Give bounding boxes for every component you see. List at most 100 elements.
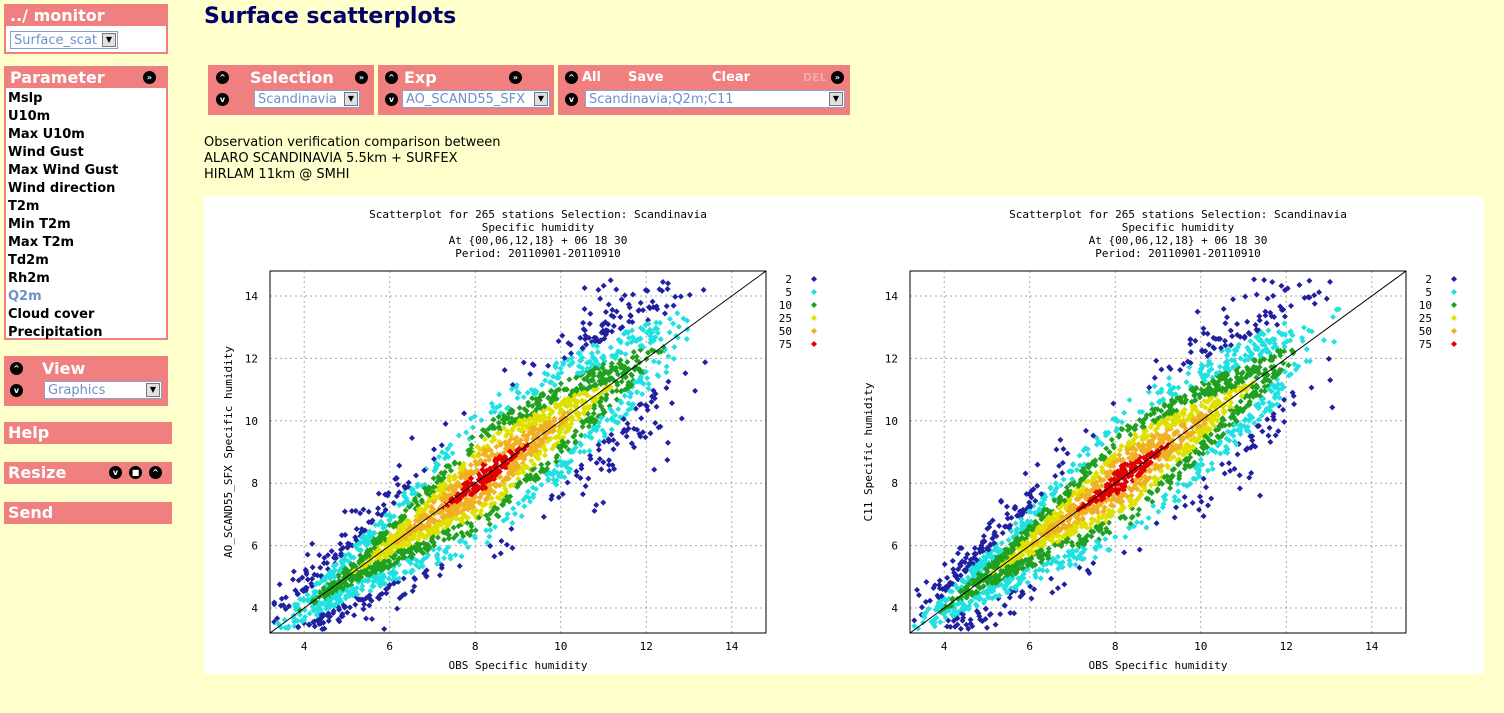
exp-select[interactable]: AO_SCAND55_SFX ▼ bbox=[402, 90, 550, 108]
scatter-point bbox=[408, 544, 415, 551]
scatter-point bbox=[380, 562, 387, 569]
scatter-point bbox=[493, 511, 500, 518]
parameter-item-td2m[interactable]: Td2m bbox=[8, 253, 49, 268]
monitor-header[interactable]: ../ monitor bbox=[6, 6, 166, 26]
scatter-point bbox=[657, 336, 664, 343]
parameter-item-cloud-cover[interactable]: Cloud cover bbox=[8, 307, 95, 322]
chevron-down-icon[interactable]: ▼ bbox=[534, 92, 548, 106]
scatter-point bbox=[411, 533, 418, 540]
parameter-item-wind-gust[interactable]: Wind Gust bbox=[8, 145, 84, 160]
chevron-down-icon[interactable]: ▼ bbox=[829, 92, 843, 106]
selection-select[interactable]: Scandinavia ▼ bbox=[254, 90, 360, 108]
scatter-point bbox=[1055, 565, 1062, 572]
up-icon[interactable]: ^ bbox=[10, 362, 23, 375]
up-icon[interactable]: ^ bbox=[385, 71, 398, 84]
scatter-point bbox=[564, 479, 571, 486]
parameter-item-q2m[interactable]: Q2m bbox=[8, 289, 42, 304]
description-line: HIRLAM 11km @ SMHI bbox=[204, 167, 350, 182]
scatter-point bbox=[469, 434, 476, 441]
expand-icon[interactable]: » bbox=[509, 71, 522, 84]
all-button[interactable]: All bbox=[582, 70, 601, 85]
parameter-item-max-wind-gust[interactable]: Max Wind Gust bbox=[8, 163, 119, 178]
scatter-point bbox=[1104, 511, 1111, 518]
chevron-down-icon[interactable]: ▼ bbox=[102, 33, 116, 47]
down-icon[interactable]: v bbox=[10, 384, 23, 397]
scatter-point bbox=[528, 457, 535, 464]
scatter-point bbox=[1080, 447, 1087, 454]
scatter-point bbox=[538, 461, 545, 468]
scatter-point bbox=[1005, 588, 1012, 595]
scatter-point bbox=[521, 503, 528, 510]
scatter-point bbox=[413, 561, 420, 568]
expand-icon[interactable]: » bbox=[831, 71, 844, 84]
chevron-down-icon[interactable]: ▼ bbox=[344, 92, 358, 106]
down-icon[interactable]: v bbox=[216, 93, 229, 106]
monitor-select[interactable]: Surface_scat ▼ bbox=[10, 31, 118, 49]
scatter-point bbox=[1123, 443, 1130, 450]
scatter-point bbox=[1006, 594, 1013, 601]
scatter-point bbox=[366, 592, 373, 599]
expand-icon[interactable]: » bbox=[355, 71, 368, 84]
up-icon[interactable]: ^ bbox=[216, 71, 229, 84]
scatter-point bbox=[1217, 335, 1224, 342]
scatter-point bbox=[1088, 515, 1095, 522]
scatter-point bbox=[1261, 388, 1268, 395]
scatter-point bbox=[1138, 447, 1145, 454]
scatter-point bbox=[617, 325, 624, 332]
plot-title-line: Scatterplot for 265 stations Selection: … bbox=[369, 208, 707, 221]
scatter-point bbox=[1076, 452, 1083, 459]
scatter-point bbox=[396, 489, 403, 496]
scatter-point bbox=[401, 547, 408, 554]
parameter-item-min-t2m[interactable]: Min T2m bbox=[8, 217, 71, 232]
scatter-point bbox=[983, 588, 990, 595]
parameter-panel: Parameter » Mslp U10m Max U10m Wind Gust Max… bbox=[4, 66, 168, 340]
up-icon[interactable]: ^ bbox=[565, 71, 578, 84]
clear-button[interactable]: Clear bbox=[712, 70, 750, 85]
scatter-point bbox=[1131, 431, 1138, 438]
scatter-point bbox=[545, 362, 552, 369]
scatter-point bbox=[311, 607, 318, 614]
scatter-point bbox=[516, 404, 523, 411]
scatter-point bbox=[618, 378, 625, 385]
description-line: ALARO SCANDINAVIA 5.5km + SURFEX bbox=[204, 151, 458, 166]
scatter-point bbox=[292, 604, 299, 611]
scatter-point bbox=[324, 552, 331, 559]
parameter-item-rh2m[interactable]: Rh2m bbox=[8, 271, 50, 286]
parameter-item-mslp[interactable]: Mslp bbox=[8, 91, 43, 106]
down-icon[interactable]: v bbox=[565, 93, 578, 106]
down-icon[interactable]: v bbox=[385, 93, 398, 106]
chevron-down-icon[interactable]: ▼ bbox=[146, 383, 160, 397]
scatter-point bbox=[1094, 483, 1101, 490]
scatter-point bbox=[552, 364, 559, 371]
scatter-point bbox=[1211, 404, 1218, 411]
help-button[interactable]: Help bbox=[4, 422, 172, 444]
scatter-point bbox=[423, 567, 430, 574]
scatter-point bbox=[654, 329, 661, 336]
scatter-point bbox=[335, 616, 342, 623]
parameter-item-max-u10m[interactable]: Max U10m bbox=[8, 127, 85, 142]
parameter-item-max-t2m[interactable]: Max T2m bbox=[8, 235, 75, 250]
scatter-point bbox=[578, 432, 585, 439]
reset-icon[interactable]: ■ bbox=[129, 466, 142, 479]
view-select[interactable]: Graphics ▼ bbox=[44, 381, 162, 399]
scatter-point bbox=[401, 591, 408, 598]
send-button[interactable]: Send bbox=[4, 502, 172, 524]
scatter-point bbox=[586, 447, 593, 454]
scatter-point bbox=[1285, 362, 1292, 369]
grow-icon[interactable]: ^ bbox=[149, 466, 162, 479]
saved-selection-select[interactable]: Scandinavia;Q2m;C11 ▼ bbox=[585, 90, 845, 108]
parameter-item-precipitation[interactable]: Precipitation bbox=[8, 325, 103, 340]
scatter-point bbox=[500, 477, 507, 484]
scatter-point bbox=[1038, 553, 1045, 560]
parameter-item-u10m[interactable]: U10m bbox=[8, 109, 51, 124]
scatter-point bbox=[583, 390, 590, 397]
scatter-point bbox=[426, 486, 433, 493]
view-header: View bbox=[42, 359, 86, 378]
expand-icon[interactable]: » bbox=[143, 71, 156, 84]
scatter-point bbox=[281, 616, 288, 623]
parameter-item-t2m[interactable]: T2m bbox=[8, 199, 40, 214]
scatter-point bbox=[615, 348, 622, 355]
save-button[interactable]: Save bbox=[628, 70, 664, 85]
parameter-item-wind-direction[interactable]: Wind direction bbox=[8, 181, 116, 196]
shrink-icon[interactable]: v bbox=[109, 466, 122, 479]
